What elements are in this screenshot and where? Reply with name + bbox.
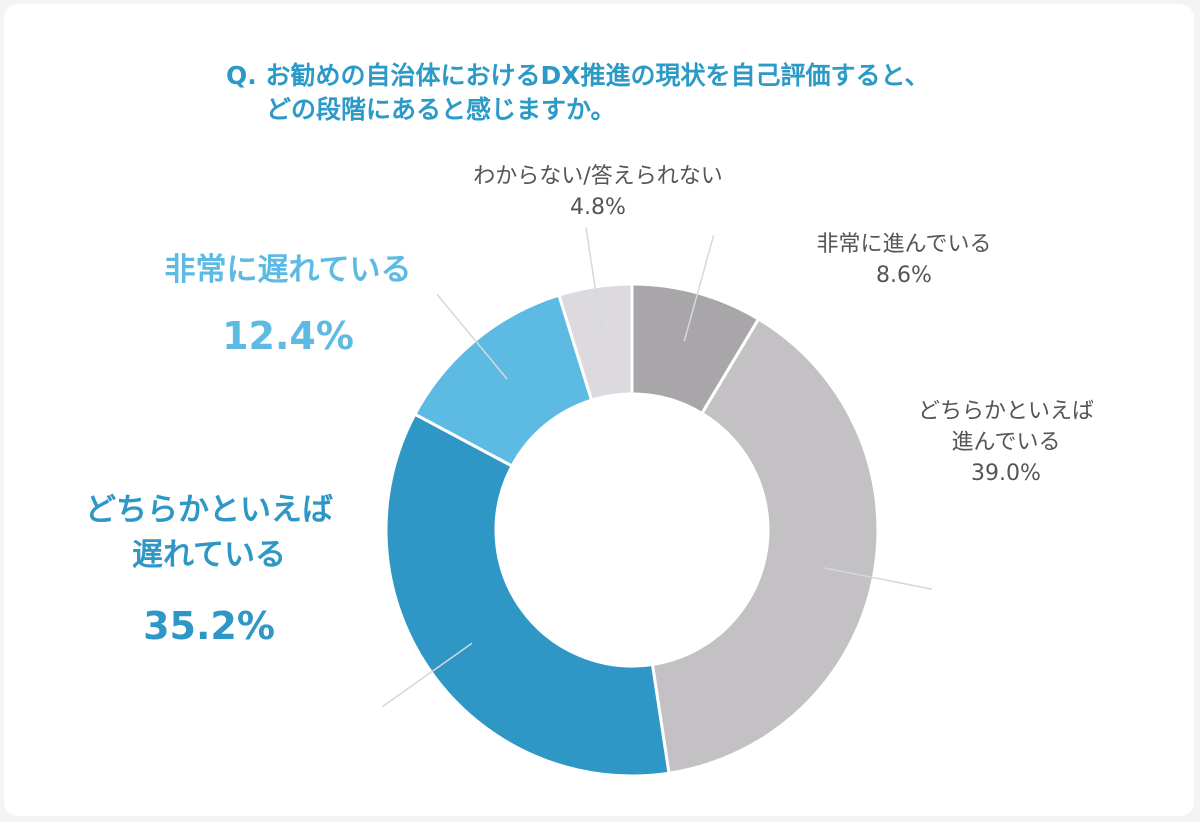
chart-title: Q. お勧めの自治体におけるDX推進の現状を自己評価すると、 [226, 61, 930, 90]
slice-label: どちらかといえば 進んでいる [917, 399, 1095, 455]
leader-line [381, 642, 473, 708]
chart-svg [381, 227, 933, 778]
chart-title: どの段階にあると感じますか。 [266, 95, 616, 124]
leader-line [436, 293, 508, 380]
slice-label: どちらかといえば 遅れている [85, 492, 333, 573]
slice-label: わからない/答えられない [473, 164, 723, 189]
donut-slice [650, 316, 880, 775]
value-label: 8.6% [876, 263, 932, 288]
value-label: 4.8% [570, 195, 626, 220]
leader-line [824, 567, 933, 590]
slice-label: 非常に遅れている [164, 252, 412, 288]
donut-slice [557, 282, 634, 403]
chart: Q. お勧めの自治体におけるDX推進の現状を自己評価すると、 どの段階にあると感… [4, 4, 1194, 816]
slice-label: 非常に進んでいる [816, 232, 992, 257]
value-label: 39.0% [971, 461, 1041, 486]
leader-line [585, 227, 604, 337]
donut-slice [384, 412, 671, 778]
value-label: 35.2% [143, 604, 275, 648]
value-label: 12.4% [222, 314, 354, 358]
leader-line [683, 234, 715, 342]
